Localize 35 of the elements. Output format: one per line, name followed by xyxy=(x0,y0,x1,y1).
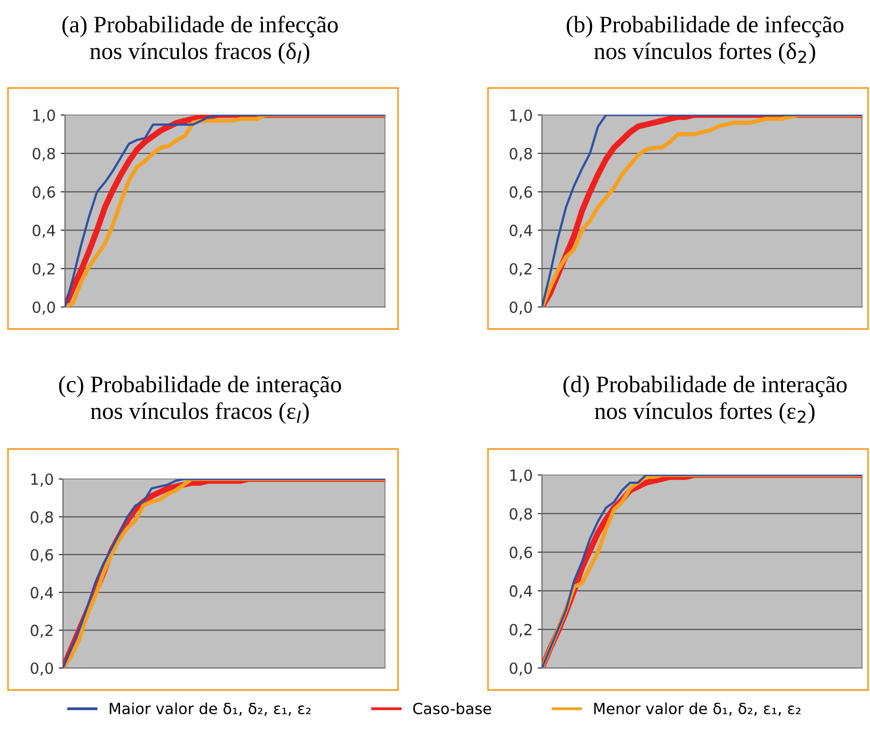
y-tick-label: 0,4 xyxy=(30,586,54,600)
y-tick-label: 0,0 xyxy=(510,662,532,676)
y-tick-label: 1,0 xyxy=(33,109,55,123)
y-tick-label: 0,0 xyxy=(30,662,53,676)
line-series xyxy=(65,115,385,307)
y-tick-label: 0,4 xyxy=(510,224,532,238)
chart-title: (a) Probabilidade de infecção nos vínculos fracos (δ$_{I}$) xyxy=(62,16,338,64)
y-tick-label: 0,6 xyxy=(32,186,56,200)
y-tick-label: 0,2 xyxy=(32,263,54,276)
y-tick-label: 0,0 xyxy=(510,301,532,315)
legend-label: Menor valor de δ₁, δ₂, ε₁, ε₂ xyxy=(594,702,800,716)
y-tick-label: 0,6 xyxy=(510,546,532,560)
y-tick-label: 0,6 xyxy=(510,186,532,200)
y-tick-label: 0,8 xyxy=(510,508,532,522)
line-series xyxy=(542,115,862,307)
y-tick-label: 0,4 xyxy=(510,585,532,598)
chart-title: (c) Probabilidade de interação nos vínculos fracos (ε$_{I}$) xyxy=(59,376,342,424)
y-tick-label: 0,2 xyxy=(30,624,52,638)
y-tick-label: 1,0 xyxy=(510,109,532,123)
y-tick-label: 0,8 xyxy=(30,511,53,524)
line-series xyxy=(63,479,385,668)
legend-label: Caso-base xyxy=(413,702,492,714)
chart-title: (d) Probabilidade de interação nos vínculos fortes (ε$_{2}$) xyxy=(563,376,847,424)
chart-title: (b) Probabilidade de infecção nos vínculos fortes (δ$_{2}$) xyxy=(566,16,844,64)
y-tick-label: 0,8 xyxy=(510,148,532,161)
y-tick-label: 0,4 xyxy=(32,224,56,238)
legend-label: Maior valor de δ₁, δ₂, ε₁, ε₂ xyxy=(110,702,311,716)
line-series xyxy=(542,475,862,668)
y-tick-label: 0,2 xyxy=(510,263,532,276)
y-tick-label: 0,6 xyxy=(30,549,54,562)
y-tick-label: 1,0 xyxy=(510,469,532,483)
y-tick-label: 0,0 xyxy=(32,301,55,315)
y-tick-label: 0,8 xyxy=(32,148,55,161)
y-tick-label: 0,2 xyxy=(510,624,532,637)
y-tick-label: 1,0 xyxy=(31,473,53,487)
